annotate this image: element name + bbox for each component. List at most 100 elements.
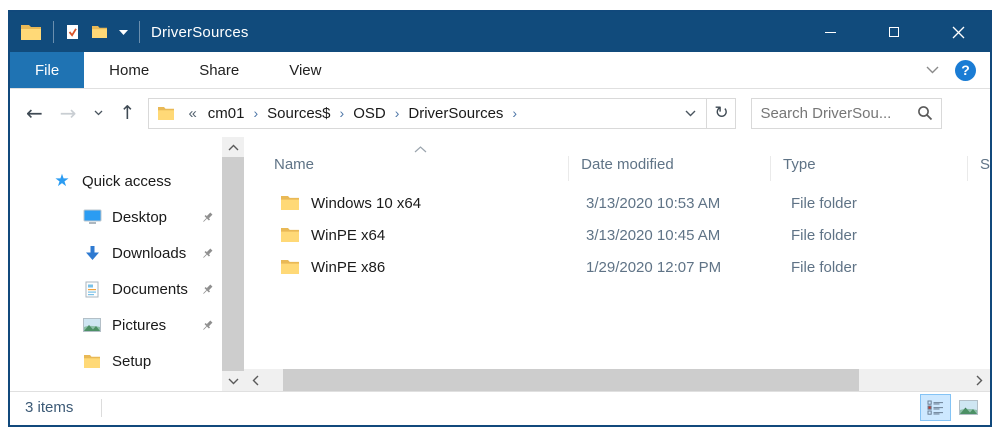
details-view-button[interactable] bbox=[920, 394, 951, 421]
file-type: File folder bbox=[791, 194, 857, 212]
sidebar-item-label: Setup bbox=[112, 352, 152, 370]
back-button[interactable]: ← bbox=[26, 101, 43, 125]
desktop-icon bbox=[82, 209, 102, 225]
up-button[interactable]: ↑ bbox=[119, 101, 136, 124]
sidebar-item-label: Documents bbox=[112, 280, 188, 298]
window-controls bbox=[798, 12, 990, 52]
new-folder-icon[interactable] bbox=[91, 25, 108, 39]
pin-icon bbox=[201, 283, 214, 296]
column-header-date-modified[interactable]: Date modified bbox=[569, 156, 772, 181]
pin-icon bbox=[201, 319, 214, 332]
breadcrumb-sources[interactable]: Sources$ bbox=[267, 104, 331, 122]
maximize-icon bbox=[889, 27, 899, 37]
breadcrumb-separator-icon[interactable]: › bbox=[394, 105, 400, 121]
address-bar-right: ↻ bbox=[675, 98, 735, 128]
sidebar-scrollbar[interactable] bbox=[222, 137, 244, 391]
minimize-button[interactable] bbox=[798, 12, 862, 52]
file-name: WinPE x64 bbox=[311, 226, 386, 244]
sort-ascending-icon[interactable] bbox=[414, 140, 427, 158]
forward-button[interactable]: → bbox=[59, 101, 77, 125]
scroll-up-icon[interactable] bbox=[222, 139, 244, 155]
address-dropdown-chevron-icon[interactable] bbox=[675, 110, 706, 117]
minimize-icon bbox=[824, 31, 836, 33]
sidebar-item-label: Pictures bbox=[112, 316, 167, 334]
sidebar-item-desktop[interactable]: Desktop bbox=[10, 199, 222, 235]
file-name-cell: WinPE x64 bbox=[244, 227, 574, 244]
column-header-size[interactable]: S bbox=[979, 156, 990, 173]
document-icon bbox=[82, 281, 102, 298]
breadcrumb-collapsed-indicator[interactable]: « bbox=[188, 104, 197, 122]
breadcrumb-separator-icon[interactable]: › bbox=[339, 105, 345, 121]
file-date: 3/13/2020 10:53 AM bbox=[586, 194, 721, 212]
scroll-down-icon[interactable] bbox=[222, 373, 244, 389]
close-button[interactable] bbox=[926, 12, 990, 52]
pin-icon bbox=[201, 211, 214, 224]
file-name: Windows 10 x64 bbox=[311, 194, 422, 212]
folder-icon bbox=[82, 354, 102, 369]
horizontal-scrollbar-thumb[interactable] bbox=[283, 369, 859, 391]
column-header-type[interactable]: Type bbox=[771, 156, 968, 181]
view-toggle-buttons bbox=[920, 394, 984, 421]
maximize-button[interactable] bbox=[862, 12, 926, 52]
content-area: ★ Quick access Desktop Downloads bbox=[10, 137, 990, 391]
search-icon[interactable] bbox=[917, 105, 933, 121]
recent-locations-chevron-icon[interactable] bbox=[94, 110, 103, 116]
breadcrumb-osd[interactable]: OSD bbox=[353, 104, 386, 122]
properties-icon[interactable] bbox=[65, 24, 80, 40]
items-count: 3 items bbox=[25, 399, 74, 416]
navigation-buttons: ← → ↑ bbox=[10, 103, 148, 123]
explorer-window: DriverSources File Home Share View ? ← → bbox=[8, 10, 992, 427]
breadcrumb-driversources[interactable]: DriverSources bbox=[408, 104, 504, 122]
breadcrumb-separator-icon[interactable]: › bbox=[512, 105, 518, 121]
thumbnails-view-icon bbox=[959, 400, 978, 415]
scroll-right-icon[interactable] bbox=[970, 369, 988, 391]
help-button[interactable]: ? bbox=[955, 59, 976, 81]
sidebar-item-quick-access[interactable]: ★ Quick access bbox=[10, 163, 222, 199]
scroll-left-icon[interactable] bbox=[246, 369, 264, 391]
sidebar-item-setup[interactable]: Setup bbox=[10, 343, 222, 379]
file-date: 1/29/2020 12:07 PM bbox=[586, 258, 722, 276]
column-headers: Name Date modified Type S bbox=[244, 137, 990, 181]
status-bar: 3 items bbox=[10, 391, 990, 423]
status-divider bbox=[101, 398, 103, 417]
file-name-cell: Windows 10 x64 bbox=[244, 195, 574, 212]
column-header-name[interactable]: Name bbox=[244, 156, 570, 181]
thumbnails-view-button[interactable] bbox=[953, 394, 984, 421]
qat-customize-chevron-icon[interactable] bbox=[119, 29, 128, 35]
tab-view[interactable]: View bbox=[289, 61, 322, 79]
file-name: WinPE x86 bbox=[311, 258, 386, 276]
horizontal-scrollbar[interactable] bbox=[244, 369, 990, 391]
quick-access-star-icon: ★ bbox=[54, 170, 70, 191]
titlebar: DriverSources bbox=[10, 12, 990, 52]
tab-file[interactable]: File bbox=[10, 52, 85, 88]
refresh-button[interactable]: ↻ bbox=[706, 98, 735, 128]
pin-icon bbox=[201, 247, 214, 260]
breadcrumb-separator-icon[interactable]: › bbox=[253, 105, 259, 121]
search-input[interactable] bbox=[760, 104, 918, 122]
explorer-app-icon[interactable] bbox=[20, 23, 42, 41]
sidebar-scrollbar-thumb[interactable] bbox=[222, 157, 244, 371]
file-type: File folder bbox=[791, 258, 857, 276]
file-type: File folder bbox=[791, 226, 857, 244]
sidebar-item-documents[interactable]: Documents bbox=[10, 271, 222, 307]
picture-icon bbox=[82, 318, 102, 332]
folder-icon bbox=[82, 390, 102, 391]
sidebar-item-pictures[interactable]: Pictures bbox=[10, 307, 222, 343]
tab-share[interactable]: Share bbox=[199, 61, 240, 79]
address-bar[interactable]: « cm01 › Sources$ › OSD › DriverSources … bbox=[148, 97, 737, 129]
folder-icon bbox=[281, 196, 299, 210]
address-row: ← → ↑ « cm01 › Sources$ › OSD › DriverSo… bbox=[10, 89, 990, 137]
expand-ribbon-chevron-icon[interactable] bbox=[926, 66, 939, 74]
sidebar-item-downloads[interactable]: Downloads bbox=[10, 235, 222, 271]
table-row[interactable]: WinPE x86 1/29/2020 12:07 PM File folder bbox=[244, 251, 990, 283]
file-date: 3/13/2020 10:45 AM bbox=[586, 226, 721, 244]
tab-home[interactable]: Home bbox=[109, 61, 150, 79]
search-box bbox=[751, 97, 943, 129]
file-list-pane: Name Date modified Type S Windows 10 x64… bbox=[244, 137, 990, 391]
breadcrumb-cm01[interactable]: cm01 bbox=[207, 104, 245, 122]
sidebar-item-partial[interactable] bbox=[10, 379, 222, 391]
qat-separator bbox=[139, 21, 140, 43]
close-icon bbox=[952, 26, 964, 38]
table-row[interactable]: WinPE x64 3/13/2020 10:45 AM File folder bbox=[244, 219, 990, 251]
table-row[interactable]: Windows 10 x64 3/13/2020 10:53 AM File f… bbox=[244, 187, 990, 219]
